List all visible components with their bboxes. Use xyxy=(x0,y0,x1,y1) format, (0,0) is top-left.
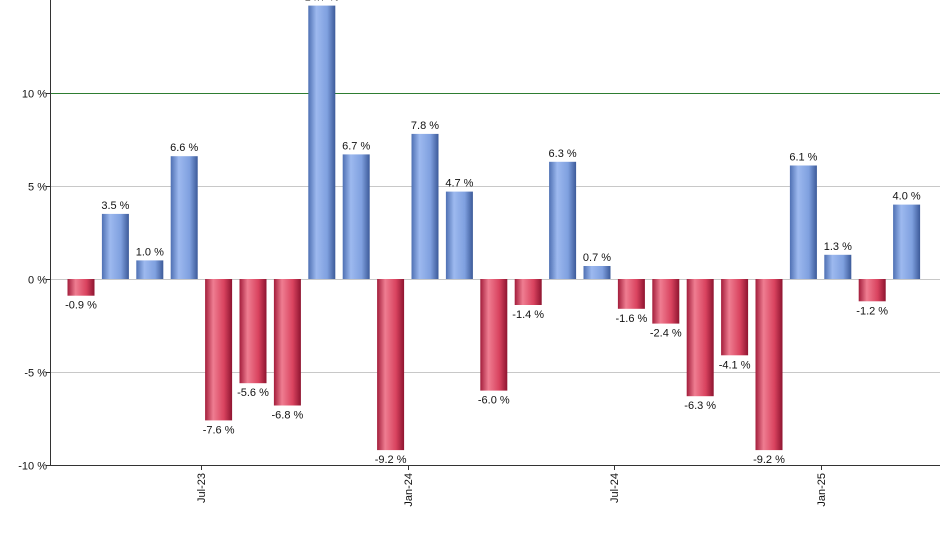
y-tick-label: 0 % xyxy=(28,275,47,287)
bar-value-label-16: 0.7 % xyxy=(583,252,611,264)
bar-2 xyxy=(101,213,129,279)
bar-14 xyxy=(514,279,542,305)
bar-20 xyxy=(721,279,749,356)
bar-value-label-6: -5.6 % xyxy=(237,387,269,399)
bar-15 xyxy=(549,161,577,279)
bar-13 xyxy=(480,279,508,391)
y-tick-label: 10 % xyxy=(22,89,47,101)
bar-value-label-21: -9.2 % xyxy=(753,454,785,466)
bar-value-label-2: 3.5 % xyxy=(101,200,129,212)
data-labels: -0.9 % 3.5 % 1.0 % 6.6 % -7.6 % -5.6 %-6.8 % 1… xyxy=(65,0,921,466)
bars xyxy=(67,5,921,451)
bar-value-label-15: 6.3 % xyxy=(549,148,577,160)
bar-value-label-24: -1.2 % xyxy=(856,305,888,317)
bar-value-label-20: -4.1 % xyxy=(719,359,751,371)
bar-value-label-12: 4.7 % xyxy=(445,178,473,190)
bar-value-label-7: -6.8 % xyxy=(272,410,304,422)
bar-24 xyxy=(858,279,886,302)
bar-25 xyxy=(893,204,921,279)
bar-value-label-14: -1.4 % xyxy=(512,309,544,321)
bar-value-label-3: 1.0 % xyxy=(136,246,164,258)
axes: 10 % 5 % 0 % -5 % -10 % Jul-23 Jan-24 Jul-24 Jan… xyxy=(18,0,940,507)
y-tick-label: -5 % xyxy=(24,368,47,380)
bar-6 xyxy=(239,279,267,384)
bar-value-label-22: 6.1 % xyxy=(789,152,817,164)
bar-18 xyxy=(652,279,680,324)
bar-19 xyxy=(686,279,714,397)
x-tick-label: Jan-24 xyxy=(403,473,415,507)
bar-value-label-1: -0.9 % xyxy=(65,300,97,312)
bar-7 xyxy=(273,279,301,406)
bar-value-label-9: 6.7 % xyxy=(342,140,370,152)
bar-5 xyxy=(205,279,233,421)
bar-value-label-23: 1.3 % xyxy=(824,241,852,253)
y-tick-label: 5 % xyxy=(28,182,47,194)
x-tick-label: Jul-23 xyxy=(196,473,208,503)
x-tick-label: Jul-24 xyxy=(609,473,621,503)
bar-value-label-10: -9.2 % xyxy=(375,454,407,466)
bar-11 xyxy=(411,133,439,279)
bar-22 xyxy=(789,165,817,279)
y-tick-label: -10 % xyxy=(18,461,47,473)
bar-16 xyxy=(583,266,611,279)
bar-9 xyxy=(342,154,370,279)
bar-value-label-18: -2.4 % xyxy=(650,328,682,340)
bar-8 xyxy=(308,5,336,279)
bar-value-label-13: -6.0 % xyxy=(478,395,510,407)
bar-23 xyxy=(824,254,852,279)
x-tick-label: Jan-25 xyxy=(816,473,828,507)
bar-value-label-8: 14.7 % xyxy=(305,0,339,4)
bar-value-label-17: -1.6 % xyxy=(616,313,648,325)
bar-value-label-5: -7.6 % xyxy=(203,424,235,436)
bar-value-label-4: 6.6 % xyxy=(170,142,198,154)
bar-17 xyxy=(617,279,645,309)
bar-value-label-11: 7.8 % xyxy=(411,120,439,132)
bar-10 xyxy=(377,279,405,451)
bar-3 xyxy=(136,260,164,279)
bar-value-label-25: 4.0 % xyxy=(893,191,921,203)
bar-12 xyxy=(445,191,473,279)
bar-value-label-19: -6.3 % xyxy=(684,400,716,412)
bar-21 xyxy=(755,279,783,451)
bar-4 xyxy=(170,156,198,279)
bar-1 xyxy=(67,279,95,296)
